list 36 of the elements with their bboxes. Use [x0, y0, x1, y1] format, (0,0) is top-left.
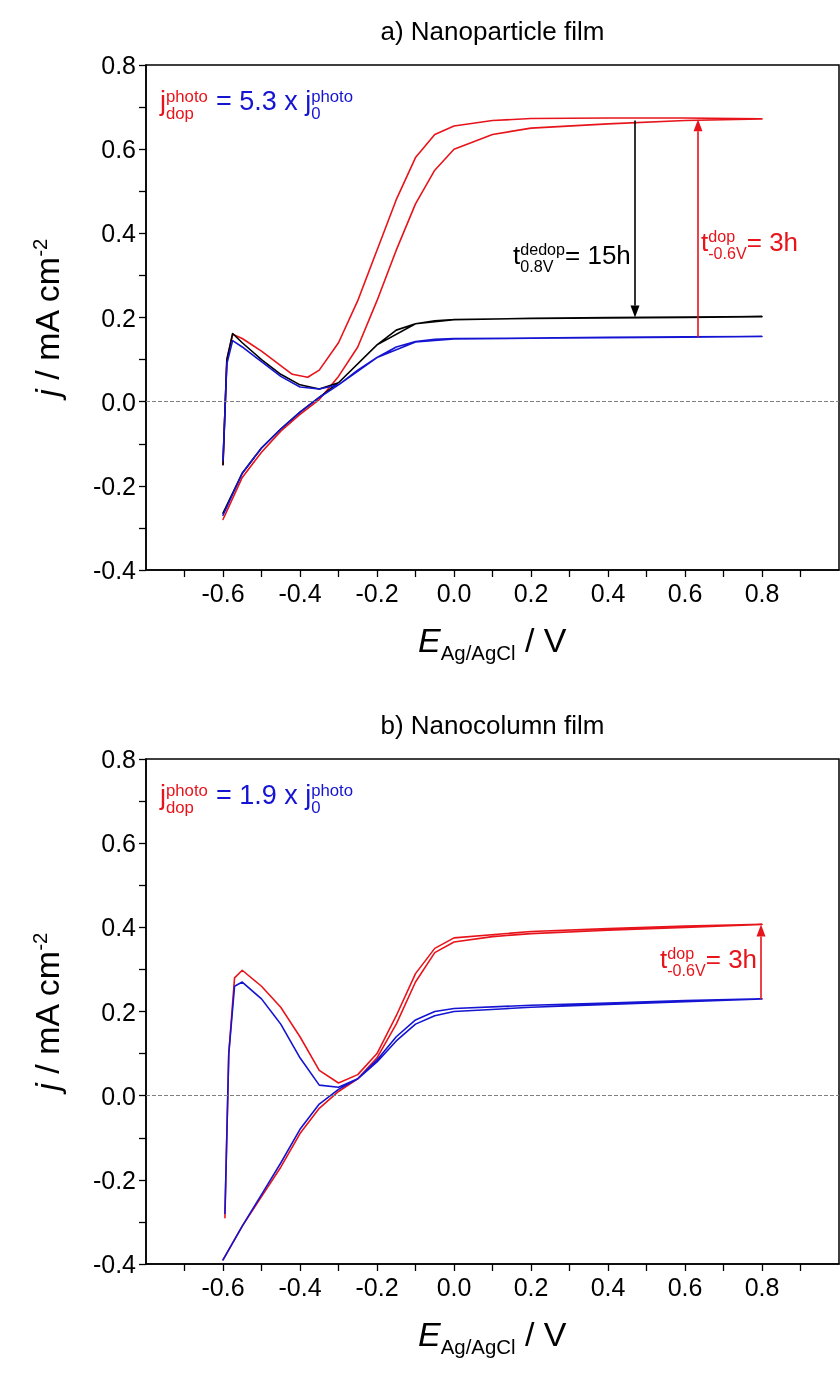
x-tick-label: -0.4 — [278, 578, 322, 607]
x-tick-label: 0.8 — [744, 1272, 780, 1301]
y-tick-label: 0.0 — [101, 1081, 136, 1110]
y-tick-label: -0.4 — [92, 556, 137, 584]
y-tick-label: 0.2 — [101, 303, 136, 332]
x-axis-title: E$_{Ag/AgCl}$ / V — [418, 621, 567, 664]
y-tick-label: 0.6 — [101, 135, 136, 164]
line-series — [222, 981, 763, 1261]
y-tick-label: 0.4 — [101, 219, 137, 248]
y-tick-label: -0.2 — [92, 1165, 136, 1194]
chart-title: b) Nanocolumn film — [380, 710, 605, 740]
x-tick-label: 0.2 — [513, 1272, 549, 1301]
y-tick-label: -0.4 — [92, 1250, 137, 1278]
x-tick-label: 0.8 — [744, 578, 780, 607]
x-tick-label: 0.0 — [436, 1272, 472, 1301]
chart-title: a) Nanoparticle film — [380, 16, 605, 46]
x-tick-label: 0.4 — [590, 578, 626, 607]
x-tick-label: -0.6 — [201, 1272, 245, 1301]
y-tick-label: 0.0 — [101, 387, 136, 416]
y-tick-label: 0.2 — [101, 997, 136, 1026]
y-tick-label: -0.2 — [92, 471, 136, 500]
y-tick-label: 0.4 — [101, 913, 137, 942]
x-tick-label: -0.2 — [355, 1272, 399, 1301]
x-tick-label: 0.2 — [513, 578, 549, 607]
x-tick-label: -0.6 — [201, 578, 245, 607]
x-tick-label: 0.4 — [590, 1272, 626, 1301]
y-tick-label: 0.6 — [101, 829, 136, 858]
x-axis-title: E$_{Ag/AgCl}$ / V — [418, 1315, 567, 1358]
x-tick-label: -0.2 — [355, 578, 399, 607]
x-tick-label: 0.6 — [667, 1272, 703, 1301]
line-series — [222, 117, 763, 521]
x-tick-label: 0.0 — [436, 578, 472, 607]
x-tick-label: 0.6 — [667, 578, 703, 607]
y-tick-label: 0.8 — [101, 51, 136, 79]
x-tick-label: -0.4 — [278, 1272, 322, 1301]
y-tick-label: 0.8 — [101, 745, 136, 773]
